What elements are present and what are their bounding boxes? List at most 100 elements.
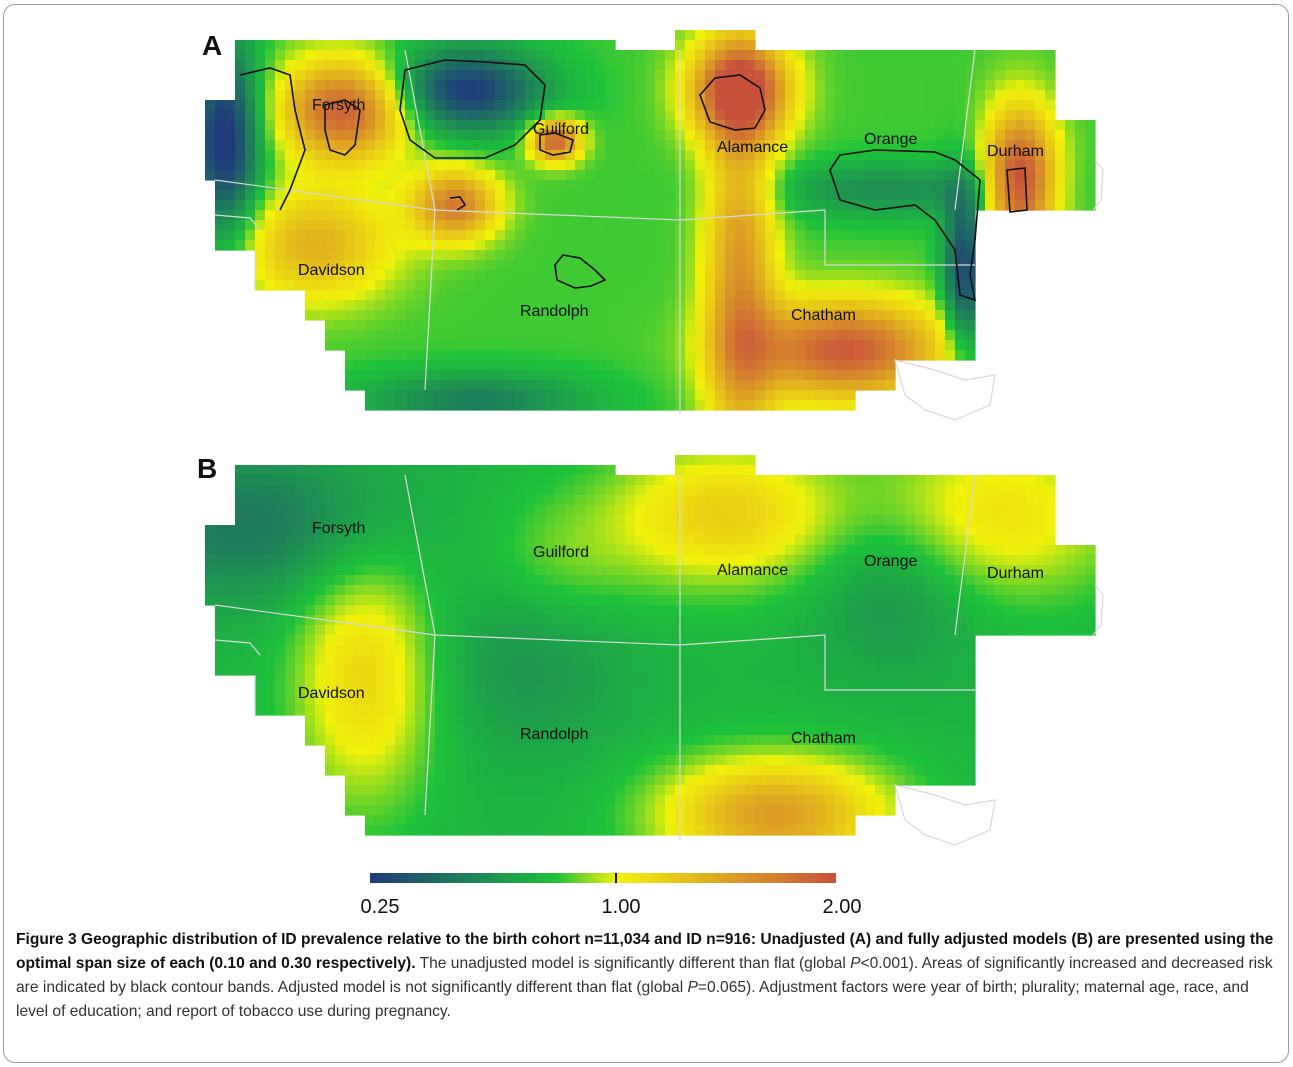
panel-b-raster-cell [775, 715, 786, 726]
panel-a-raster-cell [605, 380, 616, 391]
panel-a-raster-cell [825, 310, 836, 321]
panel-a-raster-cell [1065, 160, 1076, 171]
panel-b-raster-cell [465, 515, 476, 526]
panel-a-raster-cell [445, 310, 456, 321]
panel-b-raster-cell [935, 565, 946, 576]
panel-a-raster-cell [725, 60, 736, 71]
panel-a-raster-cell [215, 180, 226, 191]
panel-a-raster-cell [835, 280, 846, 291]
panel-b-raster-cell [345, 475, 356, 486]
panel-b-raster-cell [395, 485, 406, 496]
panel-b-raster-cell [325, 465, 336, 476]
panel-a-raster-cell [405, 250, 416, 261]
panel-a-raster-cell [475, 50, 486, 61]
panel-a-risk-contour [324, 99, 361, 156]
panel-b-raster-cell [305, 735, 316, 746]
panel-b-raster-cell [595, 665, 606, 676]
panel-a-raster-cell [295, 120, 306, 131]
panel-a-raster-cell [285, 280, 296, 291]
panel-b-raster-cell [465, 555, 476, 566]
panel-a-raster-cell [245, 130, 256, 141]
panel-a-raster-cell [255, 40, 266, 51]
panel-b-raster-cell [705, 635, 716, 646]
panel-a-raster-cell [1015, 150, 1026, 161]
panel-a-raster-cell [745, 370, 756, 381]
panel-b-raster-cell [525, 735, 536, 746]
panel-b-raster-cell [915, 675, 926, 686]
panel-a-raster-cell [635, 150, 646, 161]
panel-b-raster-cell [255, 555, 266, 566]
panel-b-raster-cell [865, 655, 876, 666]
panel-b-raster-cell [605, 495, 616, 506]
panel-a-raster-cell [715, 330, 726, 341]
panel-b-raster-cell [485, 705, 496, 716]
panel-a-raster-cell [225, 110, 236, 121]
panel-a-raster-cell [855, 380, 866, 391]
panel-a-raster-cell [375, 160, 386, 171]
panel-a-raster-cell [765, 210, 776, 221]
panel-b-raster-cell [385, 725, 396, 736]
panel-b-raster-cell [885, 735, 896, 746]
panel-a-raster-cell [935, 250, 946, 261]
panel-b-raster-cell [665, 625, 676, 636]
panel-a-raster-cell [825, 290, 836, 301]
panel-a-raster-cell [715, 180, 726, 191]
panel-b-raster-cell [855, 595, 866, 606]
panel-a-raster-cell [445, 340, 456, 351]
panel-b-raster-cell [885, 675, 896, 686]
panel-a-raster-cell [445, 100, 456, 111]
panel-a-raster-cell [775, 50, 786, 61]
panel-b-raster-cell [245, 545, 256, 556]
panel-a-raster-cell [785, 110, 796, 121]
panel-a-raster-cell [515, 110, 526, 121]
panel-b-raster-cell [695, 705, 706, 716]
panel-b-raster-cell [895, 635, 906, 646]
panel-b-raster-cell [965, 655, 976, 666]
panel-b-raster-cell [455, 495, 466, 506]
panel-b-raster-cell [755, 585, 766, 596]
panel-a-raster-cell [735, 230, 746, 241]
panel-a-raster-cell [785, 70, 796, 81]
panel-a-raster-cell [505, 360, 516, 371]
panel-a-raster-cell [465, 160, 476, 171]
panel-b-raster-cell [905, 735, 916, 746]
panel-b-raster-cell [445, 695, 456, 706]
panel-a-raster-cell [405, 360, 416, 371]
panel-b-raster-cell [895, 565, 906, 576]
panel-b-raster-cell [895, 555, 906, 566]
panel-b-raster-cell [515, 535, 526, 546]
panel-a-raster-cell [255, 60, 266, 71]
panel-b-raster-cell [495, 595, 506, 606]
panel-b-raster-cell [505, 575, 516, 586]
panel-a-raster-cell [955, 180, 966, 191]
panel-b-raster-cell [405, 555, 416, 566]
panel-a-raster-cell [245, 220, 256, 231]
panel-b-raster-cell [315, 485, 326, 496]
panel-b-raster-cell [615, 505, 626, 516]
panel-a-raster-cell [685, 40, 696, 51]
panel-a-raster-cell [965, 220, 976, 231]
panel-a-raster-cell [625, 340, 636, 351]
panel-a-raster-cell [765, 110, 776, 121]
panel-a-raster-cell [565, 320, 576, 331]
panel-b-raster-cell [765, 645, 776, 656]
panel-b-raster-cell [805, 655, 816, 666]
panel-b-raster-cell [365, 655, 376, 666]
panel-b-raster-cell [235, 505, 246, 516]
panel-a-raster-cell [725, 340, 736, 351]
panel-a-raster-cell [815, 130, 826, 141]
panel-a-raster-cell [945, 330, 956, 341]
panel-a-raster-cell [555, 150, 566, 161]
panel-a-raster-cell [945, 240, 956, 251]
panel-b-raster-cell [405, 675, 416, 686]
panel-a-raster-cell [935, 340, 946, 351]
panel-a-raster-cell [455, 190, 466, 201]
panel-b-raster-cell [655, 555, 666, 566]
panel-b-raster-cell [795, 475, 806, 486]
panel-b-raster-cell [965, 575, 976, 586]
panel-a-raster-cell [225, 100, 236, 111]
panel-a-raster-cell [695, 350, 706, 361]
panel-b-raster-cell [325, 515, 336, 526]
panel-b-raster-cell [595, 475, 606, 486]
panel-a-raster-cell [895, 80, 906, 91]
